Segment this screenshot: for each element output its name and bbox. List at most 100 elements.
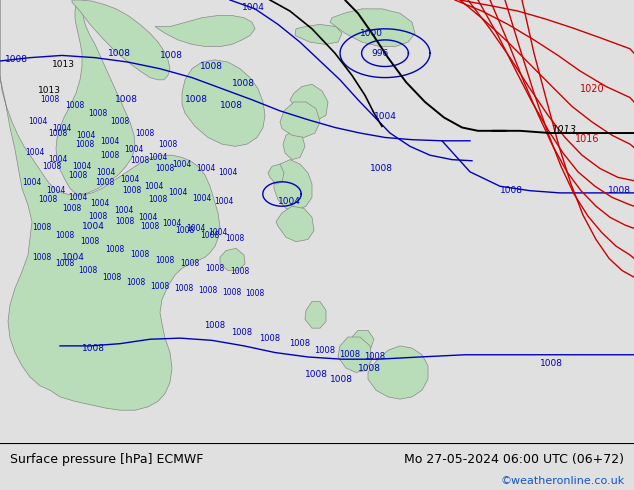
Text: 1008: 1008 — [232, 79, 255, 88]
Text: 1008: 1008 — [79, 266, 98, 275]
Text: 1008: 1008 — [148, 195, 167, 204]
Text: 1004: 1004 — [374, 112, 397, 121]
Text: 1004: 1004 — [120, 175, 139, 184]
Text: 1008: 1008 — [500, 186, 523, 195]
Text: Surface pressure [hPa] ECMWF: Surface pressure [hPa] ECMWF — [10, 453, 203, 466]
Text: 1004: 1004 — [48, 155, 68, 164]
Text: 1008: 1008 — [108, 49, 131, 58]
Text: 1008: 1008 — [95, 178, 115, 187]
Text: 1008: 1008 — [200, 230, 219, 240]
Text: 996: 996 — [372, 49, 389, 58]
Text: 1008: 1008 — [540, 359, 563, 368]
Text: 1008: 1008 — [100, 151, 120, 160]
Text: 1004: 1004 — [82, 221, 105, 231]
Text: 1004: 1004 — [114, 206, 134, 215]
Text: 1008: 1008 — [200, 62, 223, 71]
Text: 1008: 1008 — [220, 101, 243, 110]
Text: 1008: 1008 — [39, 195, 58, 204]
Text: 1004: 1004 — [22, 178, 42, 187]
Text: 1008: 1008 — [198, 286, 217, 295]
Text: Mo 27-05-2024 06:00 UTC (06+72): Mo 27-05-2024 06:00 UTC (06+72) — [404, 453, 624, 466]
Text: 1008: 1008 — [231, 328, 252, 337]
Polygon shape — [0, 0, 220, 410]
Text: 1008: 1008 — [158, 140, 178, 148]
Text: 1008: 1008 — [32, 253, 51, 262]
Text: 1004: 1004 — [214, 197, 234, 206]
Text: 1013: 1013 — [52, 60, 75, 69]
Text: 1008: 1008 — [68, 171, 87, 180]
Text: 1008: 1008 — [223, 288, 242, 297]
Text: 1008: 1008 — [205, 264, 224, 273]
Text: 1020: 1020 — [580, 84, 605, 94]
Text: 1004: 1004 — [72, 162, 92, 171]
Text: 1004: 1004 — [192, 194, 212, 203]
Text: 1004: 1004 — [242, 3, 265, 12]
Text: 1004: 1004 — [148, 153, 167, 162]
Text: 1008: 1008 — [55, 230, 75, 240]
Text: 1008: 1008 — [48, 128, 68, 138]
Text: 1008: 1008 — [88, 109, 108, 118]
Polygon shape — [155, 16, 255, 47]
Text: 1008: 1008 — [176, 226, 195, 235]
Text: 1008: 1008 — [225, 234, 245, 243]
Text: 1008: 1008 — [155, 256, 174, 265]
Text: 1008: 1008 — [230, 267, 250, 276]
Text: 1016: 1016 — [575, 134, 600, 144]
Text: 1008: 1008 — [330, 375, 353, 384]
Polygon shape — [72, 0, 170, 80]
Text: 1004: 1004 — [76, 131, 96, 140]
Text: 1008: 1008 — [82, 343, 105, 353]
Text: 1008: 1008 — [62, 204, 82, 213]
Text: 1008: 1008 — [245, 289, 264, 298]
Text: 1008: 1008 — [75, 140, 94, 148]
Text: 1008: 1008 — [358, 364, 381, 372]
Text: 1004: 1004 — [46, 186, 66, 195]
Polygon shape — [352, 330, 374, 352]
Text: 1008: 1008 — [115, 217, 134, 226]
Text: 1004: 1004 — [168, 188, 188, 197]
Text: 1004: 1004 — [124, 145, 144, 154]
Text: 1004: 1004 — [53, 124, 72, 133]
Polygon shape — [283, 131, 305, 160]
Text: 1004: 1004 — [138, 213, 158, 222]
Text: 1008: 1008 — [32, 223, 51, 232]
Polygon shape — [274, 160, 312, 211]
Text: 1008: 1008 — [5, 55, 28, 64]
Polygon shape — [290, 84, 328, 120]
Text: 1013: 1013 — [552, 125, 577, 135]
Text: 1008: 1008 — [259, 334, 281, 343]
Polygon shape — [295, 24, 342, 44]
Text: 1008: 1008 — [42, 162, 61, 171]
Text: 1008: 1008 — [115, 95, 138, 104]
Text: 1008: 1008 — [305, 370, 328, 379]
Text: 1008: 1008 — [136, 128, 155, 138]
Text: 1004: 1004 — [100, 137, 120, 147]
Text: 1008: 1008 — [181, 259, 200, 269]
Text: 1008: 1008 — [160, 51, 183, 60]
Text: 1008: 1008 — [65, 101, 84, 110]
Text: 1004: 1004 — [96, 169, 115, 177]
Polygon shape — [220, 248, 245, 270]
Text: 1008: 1008 — [204, 321, 226, 330]
Text: 1008: 1008 — [131, 250, 150, 260]
Polygon shape — [330, 9, 415, 47]
Text: 1004: 1004 — [25, 148, 44, 157]
Text: 1008: 1008 — [102, 272, 122, 282]
Polygon shape — [56, 2, 135, 195]
Polygon shape — [338, 337, 372, 372]
Text: 1004: 1004 — [186, 224, 205, 233]
Text: 1008: 1008 — [41, 95, 60, 104]
Text: 1004: 1004 — [145, 182, 164, 191]
Text: 1008: 1008 — [110, 118, 129, 126]
Text: 1004: 1004 — [68, 193, 87, 202]
Text: 1008: 1008 — [608, 186, 631, 195]
Text: 1008: 1008 — [81, 237, 100, 246]
Text: 1004: 1004 — [278, 197, 301, 206]
Text: 1004: 1004 — [218, 169, 238, 177]
Text: 1008: 1008 — [370, 164, 393, 173]
Text: ©weatheronline.co.uk: ©weatheronline.co.uk — [500, 476, 624, 486]
Text: 1004: 1004 — [172, 160, 191, 169]
Text: 1008: 1008 — [185, 95, 208, 104]
Text: 1008: 1008 — [126, 278, 146, 287]
Text: 1000: 1000 — [360, 29, 383, 38]
